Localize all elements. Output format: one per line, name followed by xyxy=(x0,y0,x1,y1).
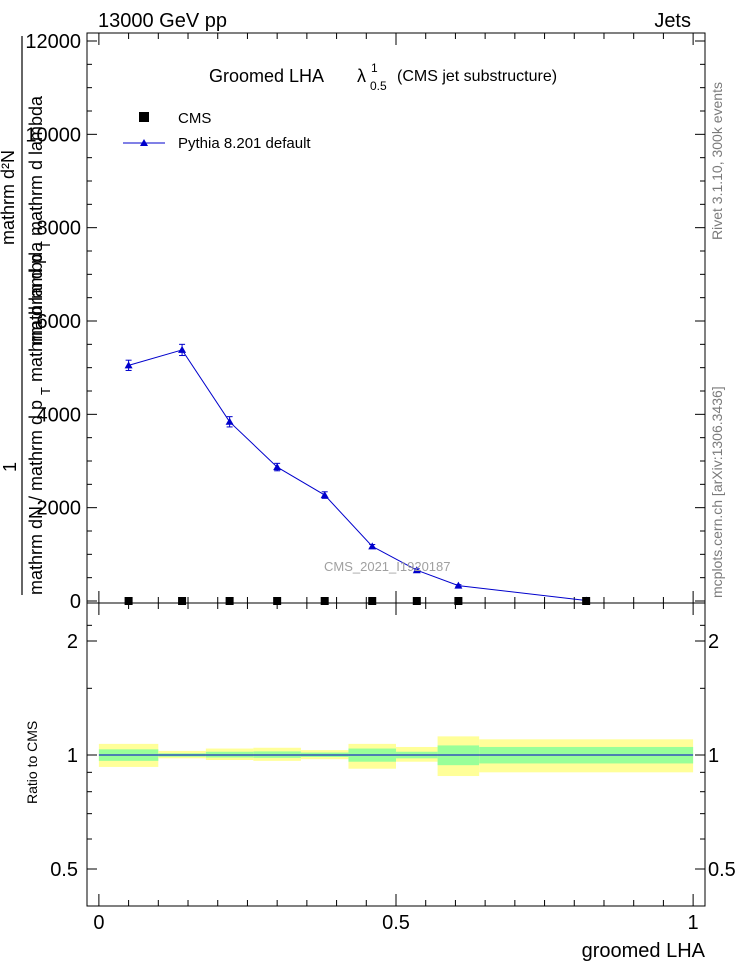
pythia-point xyxy=(320,491,329,499)
ratio-bands xyxy=(98,736,694,777)
ratio-y-ticks: 0.5 0.5 1 1 2 2 xyxy=(50,624,736,881)
cms-series xyxy=(124,597,591,605)
y-label-denominator-tail: mathrm d lambda xyxy=(26,241,46,382)
y-label-overlay-sub: T xyxy=(38,241,53,249)
cms-point xyxy=(320,597,329,605)
cms-point xyxy=(178,597,187,605)
x-axis-label: groomed LHA xyxy=(582,940,706,962)
ratio-x-ticks: 0 0.5 1 xyxy=(93,603,699,934)
mcplots-label: mcplots.cern.ch [arXiv:1306.3436] xyxy=(709,386,725,598)
chart-title-sub: 0.5 xyxy=(370,79,387,93)
ratio-y-tick-label: 2 xyxy=(67,631,78,653)
main-y-tick-label: 12000 xyxy=(25,31,81,53)
pythia-point xyxy=(225,417,234,425)
legend-cms-label: CMS xyxy=(178,110,211,127)
cms-point xyxy=(412,597,421,605)
cms-point xyxy=(454,597,463,605)
pythia-point xyxy=(178,345,187,353)
main-y-tick-label: 6000 xyxy=(37,311,82,333)
ratio-x-tick-label: 0.5 xyxy=(382,912,410,934)
ratio-x-tick-label: 0 xyxy=(93,912,104,934)
chart-title-main: Groomed LHA xyxy=(209,66,324,86)
cms-point xyxy=(368,597,377,605)
ratio-y-tick-label-right: 2 xyxy=(708,631,719,653)
ratio-y-axis-label: Ratio to CMS xyxy=(24,721,40,804)
main-y-tick-label: 10000 xyxy=(25,124,81,146)
chart-title-sup: 1 xyxy=(371,61,378,75)
main-x-ticks xyxy=(98,33,694,603)
main-y-tick-label: 0 xyxy=(70,591,81,613)
ratio-y-tick-label-right: 1 xyxy=(708,745,719,767)
ratio-x-tick-label: 1 xyxy=(688,912,699,934)
ratio-y-tick-label: 1 xyxy=(67,745,78,767)
pythia-series xyxy=(124,343,591,604)
chart-title-suffix: (CMS jet substructure) xyxy=(397,68,557,85)
pythia-point xyxy=(368,542,377,550)
analysis-watermark: CMS_2021_I1920187 xyxy=(324,559,451,574)
pythia-point xyxy=(273,463,282,471)
y-label-numerator: mathrm d²N xyxy=(0,150,18,245)
ratio-y-tick-label-right: 0.5 xyxy=(708,859,736,881)
pythia-point xyxy=(412,566,421,574)
main-y-tick-label: 2000 xyxy=(37,498,82,520)
cms-point xyxy=(124,597,133,605)
main-y-tick-label: 8000 xyxy=(37,218,82,240)
cms-point xyxy=(273,597,282,605)
legend-cms-marker xyxy=(139,112,149,122)
pythia-point xyxy=(124,361,133,369)
cms-point xyxy=(225,597,234,605)
main-y-axis-label: 1 mathrm d²N mathrm dN / mathrm d p T ma… xyxy=(0,36,54,595)
y-label-denominator: mathrm dN / mathrm d p T mathrm d lambda xyxy=(26,241,54,595)
cms-point xyxy=(582,597,591,605)
chart-title-lambda: λ xyxy=(357,66,366,86)
header-energy-label: 13000 GeV pp xyxy=(98,10,227,32)
ratio-y-tick-label: 0.5 xyxy=(50,859,78,881)
rivet-version-label: Rivet 3.1.10, 300k events xyxy=(709,82,725,240)
pythia-point xyxy=(454,581,463,589)
y-label-denominator-sub: T xyxy=(38,387,53,395)
y-label-overlay-tail: mathrm d lambda xyxy=(26,95,46,236)
legend-pythia-label: Pythia 8.201 default xyxy=(178,135,311,152)
y-label-denominator-main: mathrm dN / mathrm d p xyxy=(26,400,46,595)
legend-pythia-marker xyxy=(140,139,148,146)
y-label-overlay-main: mathrm d p xyxy=(26,254,46,345)
main-y-tick-label: 4000 xyxy=(37,404,82,426)
y-label-overlay: mathrm d p T mathrm d lambda xyxy=(26,95,54,345)
header-process-label: Jets xyxy=(654,10,691,32)
main-y-ticks: 0 2000 4000 6000 8000 10000 12000 xyxy=(25,31,705,613)
y-label-prefix: 1 xyxy=(0,462,20,472)
